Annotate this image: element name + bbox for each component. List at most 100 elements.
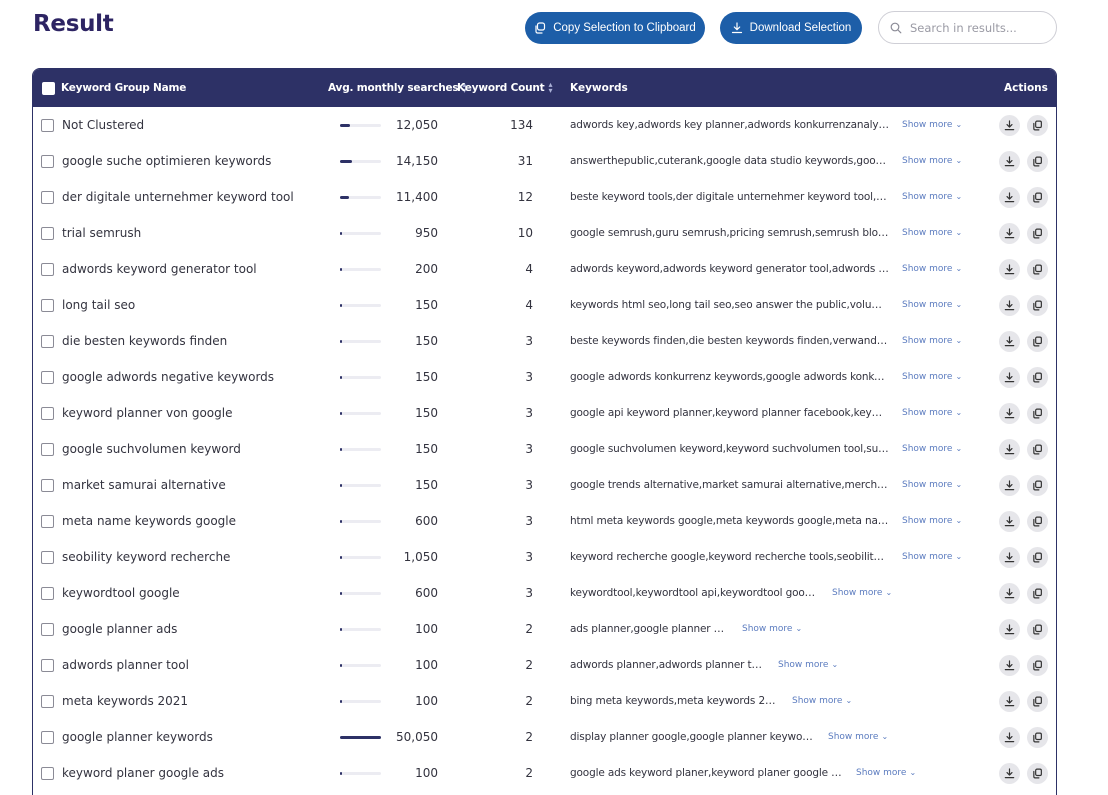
download-row-button[interactable] — [999, 762, 1020, 784]
row-checkbox[interactable] — [41, 766, 54, 780]
sort-icon[interactable]: ▴ ▾ — [462, 80, 467, 95]
table-row[interactable]: meta name keywords google 600 3 html meta k… — [33, 503, 1056, 539]
row-checkbox[interactable] — [41, 442, 54, 456]
download-row-button[interactable] — [999, 438, 1020, 460]
copy-selection-button[interactable]: Copy Selection to Clipboard — [525, 12, 705, 44]
table-row[interactable]: market samurai alternative 150 3 google tre… — [33, 467, 1056, 503]
row-checkbox[interactable] — [41, 262, 54, 276]
download-row-button[interactable] — [999, 582, 1020, 604]
row-checkbox[interactable] — [41, 118, 54, 132]
copy-row-button[interactable] — [1027, 546, 1048, 568]
table-row[interactable]: trial semrush 950 10 google semrush,guru se… — [33, 215, 1056, 251]
table-row[interactable]: meta keywords 2021 100 2 bing meta keywords… — [33, 683, 1056, 719]
download-row-button[interactable] — [999, 654, 1020, 676]
table-row[interactable]: Not Clustered 12,050 134 adwords key,adword… — [33, 107, 1056, 143]
show-more-link[interactable]: Show more ⌄ — [742, 624, 802, 635]
row-checkbox[interactable] — [41, 406, 54, 420]
copy-row-button[interactable] — [1027, 438, 1048, 460]
download-row-button[interactable] — [999, 114, 1020, 136]
row-checkbox[interactable] — [41, 370, 54, 384]
row-checkbox[interactable] — [41, 730, 54, 744]
sort-icon[interactable]: ▴ ▾ — [548, 80, 553, 95]
copy-row-button[interactable] — [1027, 654, 1048, 676]
table-row[interactable]: adwords keyword generator tool 200 4 adword… — [33, 251, 1056, 287]
table-row[interactable]: google adwords negative keywords 150 3 goog… — [33, 359, 1056, 395]
download-row-button[interactable] — [999, 726, 1020, 748]
row-checkbox[interactable] — [41, 298, 54, 312]
row-checkbox[interactable] — [41, 694, 54, 708]
table-row[interactable]: seobility keyword recherche 1,050 3 keyword… — [33, 539, 1056, 575]
download-row-button[interactable] — [999, 186, 1020, 208]
show-more-link[interactable]: Show more ⌄ — [902, 336, 962, 347]
show-more-link[interactable]: Show more ⌄ — [792, 696, 852, 707]
show-more-link[interactable]: Show more ⌄ — [902, 300, 962, 311]
show-more-link[interactable]: Show more ⌄ — [902, 192, 962, 203]
row-checkbox[interactable] — [41, 514, 54, 528]
show-more-link[interactable]: Show more ⌄ — [902, 444, 962, 455]
select-all-checkbox[interactable] — [42, 81, 55, 95]
table-row[interactable]: google suche optimieren keywords 14,150 31… — [33, 143, 1056, 179]
download-row-button[interactable] — [999, 150, 1020, 172]
search-box[interactable] — [878, 11, 1057, 44]
table-row[interactable]: der digitale unternehmer keyword tool 11,… — [33, 179, 1056, 215]
show-more-link[interactable]: Show more ⌄ — [902, 156, 962, 167]
show-more-link[interactable]: Show more ⌄ — [828, 732, 888, 743]
copy-row-button[interactable] — [1027, 618, 1048, 640]
table-row[interactable]: google suchvolumen keyword 150 3 google suc… — [33, 431, 1056, 467]
show-more-link[interactable]: Show more ⌄ — [902, 516, 962, 527]
download-row-button[interactable] — [999, 474, 1020, 496]
download-row-button[interactable] — [999, 402, 1020, 424]
copy-row-button[interactable] — [1027, 150, 1048, 172]
copy-row-button[interactable] — [1027, 474, 1048, 496]
download-row-button[interactable] — [999, 618, 1020, 640]
table-row[interactable]: keywordtool google 600 3 keywordtool,keywor… — [33, 575, 1056, 611]
show-more-link[interactable]: Show more ⌄ — [902, 408, 962, 419]
copy-row-button[interactable] — [1027, 402, 1048, 424]
copy-row-button[interactable] — [1027, 510, 1048, 532]
row-checkbox[interactable] — [41, 334, 54, 348]
table-row[interactable]: keyword planner von google 150 3 google api… — [33, 395, 1056, 431]
header-keyword-count[interactable]: Keyword Count ▴ ▾ — [457, 69, 553, 107]
search-input[interactable] — [910, 20, 1045, 35]
copy-row-button[interactable] — [1027, 294, 1048, 316]
copy-row-button[interactable] — [1027, 762, 1048, 784]
copy-row-button[interactable] — [1027, 582, 1048, 604]
download-row-button[interactable] — [999, 222, 1020, 244]
download-selection-button[interactable]: Download Selection — [720, 12, 862, 44]
show-more-link[interactable]: Show more ⌄ — [902, 228, 962, 239]
show-more-link[interactable]: Show more ⌄ — [902, 372, 962, 383]
show-more-link[interactable]: Show more ⌄ — [902, 480, 962, 491]
copy-row-button[interactable] — [1027, 726, 1048, 748]
download-row-button[interactable] — [999, 690, 1020, 712]
show-more-link[interactable]: Show more ⌄ — [902, 120, 962, 131]
table-row[interactable]: die besten keywords finden 150 3 beste keyw… — [33, 323, 1056, 359]
row-checkbox[interactable] — [41, 478, 54, 492]
copy-row-button[interactable] — [1027, 330, 1048, 352]
download-row-button[interactable] — [999, 546, 1020, 568]
table-row[interactable]: adwords planner tool 100 2 adwords planner,… — [33, 647, 1056, 683]
show-more-link[interactable]: Show more ⌄ — [902, 264, 962, 275]
copy-row-button[interactable] — [1027, 690, 1048, 712]
download-row-button[interactable] — [999, 510, 1020, 532]
download-row-button[interactable] — [999, 294, 1020, 316]
copy-row-button[interactable] — [1027, 222, 1048, 244]
table-row[interactable]: google planner keywords 50,050 2 display pl… — [33, 719, 1056, 755]
show-more-link[interactable]: Show more ⌄ — [778, 660, 838, 671]
row-checkbox[interactable] — [41, 226, 54, 240]
show-more-link[interactable]: Show more ⌄ — [856, 768, 916, 779]
copy-row-button[interactable] — [1027, 258, 1048, 280]
row-checkbox[interactable] — [41, 622, 54, 636]
copy-row-button[interactable] — [1027, 366, 1048, 388]
copy-row-button[interactable] — [1027, 114, 1048, 136]
download-row-button[interactable] — [999, 366, 1020, 388]
copy-row-button[interactable] — [1027, 186, 1048, 208]
table-row[interactable]: long tail seo 150 4 keywords html seo,long … — [33, 287, 1056, 323]
table-row[interactable]: keyword planer google ads 100 2 google ads … — [33, 755, 1056, 791]
header-avg-monthly-searches[interactable]: Avg. monthly searches ▴ ▾ — [328, 69, 467, 107]
table-row[interactable]: google planner ads 100 2 ads planner,google… — [33, 611, 1056, 647]
row-checkbox[interactable] — [41, 586, 54, 600]
download-row-button[interactable] — [999, 258, 1020, 280]
row-checkbox[interactable] — [41, 658, 54, 672]
show-more-link[interactable]: Show more ⌄ — [902, 552, 962, 563]
row-checkbox[interactable] — [41, 190, 54, 204]
